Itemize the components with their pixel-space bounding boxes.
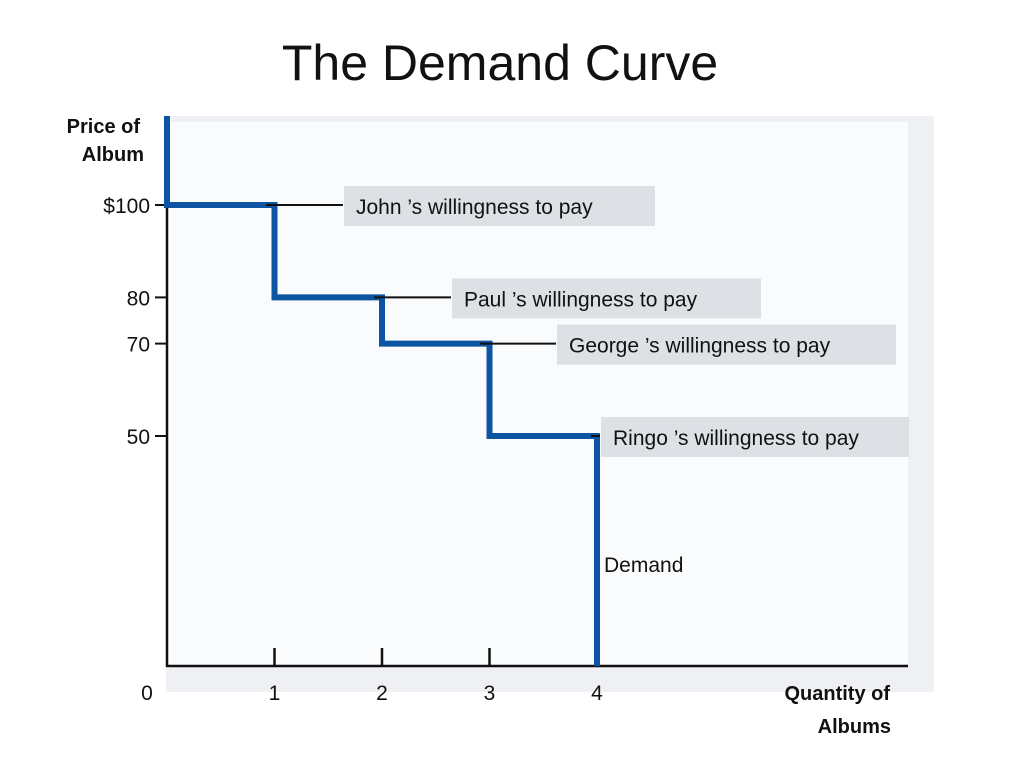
annotation-label: Ringo ’s willingness to pay xyxy=(613,427,859,450)
y-tick-label: 80 xyxy=(127,287,150,310)
slide-title: The Demand Curve xyxy=(281,35,719,91)
y-axis-title: Price of xyxy=(67,116,141,138)
y-tick-label: 70 xyxy=(127,334,150,357)
annotation-box xyxy=(557,324,896,365)
y-tick-label: 50 xyxy=(127,426,150,449)
y-axis-title: Album xyxy=(82,144,144,166)
series-label: Demand xyxy=(604,554,683,577)
x-tick-label: 2 xyxy=(376,682,388,705)
x-tick-label: 1 xyxy=(269,682,281,705)
x-axis-title: Albums xyxy=(818,716,891,738)
demand-curve xyxy=(164,116,600,666)
annotation-label: George ’s willingness to pay xyxy=(569,335,831,358)
annotation-label: John ’s willingness to pay xyxy=(356,196,593,219)
y-tick-label: $100 xyxy=(103,195,150,218)
annotation-box xyxy=(601,417,909,457)
x-tick-label: 3 xyxy=(484,682,496,705)
annotation-label: Paul ’s willingness to pay xyxy=(464,288,698,311)
x-tick-label: 4 xyxy=(591,682,603,705)
annotation-box xyxy=(452,278,761,319)
x-axis-title: Quantity of xyxy=(784,683,890,705)
origin-label: 0 xyxy=(141,682,153,705)
annotation-box xyxy=(344,186,655,226)
